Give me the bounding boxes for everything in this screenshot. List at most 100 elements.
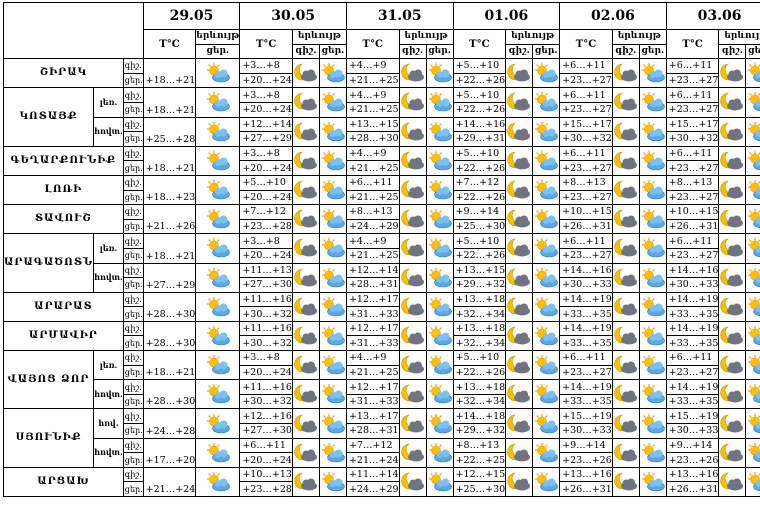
night-temp: +11…+16 — [240, 380, 293, 395]
weather-icon — [426, 380, 453, 409]
night-icon — [293, 296, 319, 318]
day-header: ցեր. — [426, 44, 453, 59]
night-icon — [400, 383, 426, 405]
day-temp: +32…+34 — [453, 394, 506, 409]
weather-icon — [319, 117, 346, 146]
weather-icon — [506, 59, 533, 88]
day-temp: +30…+32 — [240, 336, 293, 351]
day-temp: +28…+31 — [346, 278, 399, 293]
night-icon — [719, 150, 745, 172]
night-temp: +3…+8 — [240, 351, 293, 366]
weather-icon — [719, 88, 746, 117]
weather-icon — [533, 321, 560, 350]
night-temp: +9…+14 — [560, 438, 613, 453]
day-temp: +27…+29 — [240, 132, 293, 147]
night-icon — [293, 325, 319, 347]
day-icon — [320, 442, 346, 464]
night-icon — [506, 62, 532, 84]
night-temp: +8…+13 — [346, 205, 399, 220]
night-icon — [400, 208, 426, 230]
night-temp: +10…+15 — [666, 205, 719, 220]
day-temp: +21…+25 — [346, 365, 399, 380]
day-icon — [427, 208, 453, 230]
night-icon — [293, 91, 319, 113]
day-icon — [205, 471, 231, 493]
night-icon — [613, 354, 639, 376]
weather-icon — [639, 438, 666, 467]
weather-icon — [399, 263, 426, 292]
day-temp: +32…+34 — [453, 336, 506, 351]
night-icon — [506, 179, 532, 201]
day-temp: +26…+31 — [560, 219, 613, 234]
weather-icon — [533, 409, 560, 438]
weather-icon — [612, 351, 639, 380]
weather-icon — [746, 263, 760, 292]
region-name: ԱՐՄԱՎԻՐ — [4, 321, 124, 350]
first-day-temp: +18…+23 — [143, 175, 196, 204]
night-temp: +12…+15 — [453, 467, 506, 482]
night-label: գիշ. — [123, 205, 143, 220]
night-temp: +6…+11 — [560, 351, 613, 366]
night-icon — [293, 179, 319, 201]
night-temp: +5…+10 — [453, 88, 506, 103]
day-temp: +30…+33 — [666, 278, 719, 293]
night-temp: +7…+12 — [346, 438, 399, 453]
weather-icon — [639, 175, 666, 204]
day-icon — [320, 413, 346, 435]
night-icon — [293, 237, 319, 259]
night-temp: +15…+19 — [666, 409, 719, 424]
night-icon — [506, 150, 532, 172]
weather-icon — [533, 292, 560, 321]
temp-header: T°C — [346, 30, 399, 59]
first-day-temp: +28…+30 — [143, 292, 196, 321]
day-temp: +20…+24 — [240, 190, 293, 205]
day-icon — [320, 208, 346, 230]
night-icon — [613, 267, 639, 289]
weather-icon — [506, 438, 533, 467]
night-label: գիշ. — [123, 146, 143, 161]
night-label: գիշ. — [123, 88, 143, 103]
day-label: ցեր. — [123, 73, 143, 88]
night-temp: +5…+10 — [453, 351, 506, 366]
day-icon — [320, 91, 346, 113]
weather-icon — [746, 146, 760, 175]
night-icon — [719, 121, 745, 143]
day-temp: +20…+24 — [240, 248, 293, 263]
weather-icon — [426, 263, 453, 292]
day-icon — [746, 208, 760, 230]
weather-icon — [639, 292, 666, 321]
night-temp: +3…+8 — [240, 59, 293, 74]
first-day-temp: +28…+30 — [143, 321, 196, 350]
night-icon — [293, 442, 319, 464]
day-icon — [640, 121, 666, 143]
night-temp: +12…+17 — [346, 380, 399, 395]
night-temp: +10…+13 — [240, 467, 293, 482]
night-icon — [613, 62, 639, 84]
weather-icon — [746, 88, 760, 117]
night-icon — [719, 91, 745, 113]
weather-icon — [319, 321, 346, 350]
weather-icon — [399, 175, 426, 204]
day-icon — [320, 179, 346, 201]
day-icon — [320, 121, 346, 143]
night-icon — [719, 442, 745, 464]
night-icon — [719, 62, 745, 84]
day-icon — [640, 383, 666, 405]
day-icon — [746, 471, 760, 493]
night-label: գիշ. — [123, 467, 143, 482]
night-temp: +13…+17 — [346, 409, 399, 424]
weather-icon — [639, 467, 666, 496]
weather-icon — [319, 146, 346, 175]
subregion: լեռ. — [94, 234, 124, 263]
day-temp: +30…+33 — [560, 424, 613, 439]
date-header: 30.05 — [240, 3, 347, 30]
subregion: լեռ. — [94, 88, 124, 117]
weather-icon — [719, 117, 746, 146]
weather-icon — [639, 88, 666, 117]
weather-icon — [639, 117, 666, 146]
weather-icon — [533, 205, 560, 234]
weather-icon — [719, 351, 746, 380]
day-temp: +21…+25 — [346, 102, 399, 117]
